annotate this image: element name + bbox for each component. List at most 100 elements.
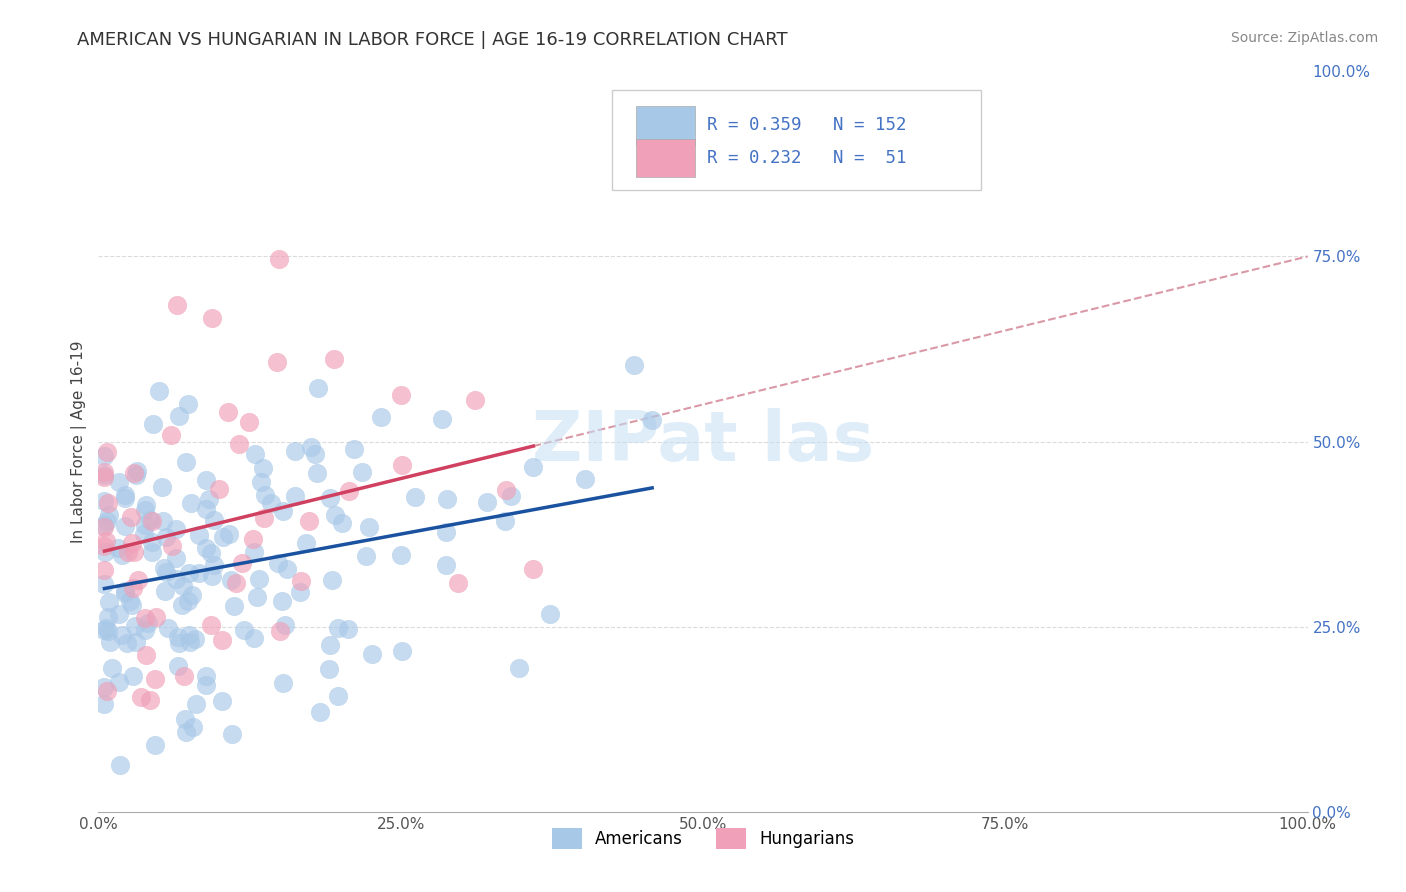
Point — [93, 449, 115, 463]
Point — [352, 465, 374, 479]
Point — [233, 624, 256, 638]
Point — [181, 588, 204, 602]
Point — [101, 660, 124, 674]
Point — [97, 610, 120, 624]
Point — [501, 489, 523, 503]
Point — [141, 535, 163, 549]
Point — [93, 624, 115, 638]
Point — [623, 359, 645, 373]
Point — [330, 516, 353, 530]
Point — [139, 693, 162, 707]
Point — [121, 536, 143, 550]
Point — [155, 530, 177, 544]
Point — [326, 689, 349, 703]
Point — [135, 648, 157, 663]
FancyBboxPatch shape — [613, 90, 981, 190]
Point — [184, 632, 207, 647]
Point — [169, 409, 191, 423]
Point — [436, 525, 458, 540]
Point — [200, 618, 222, 632]
Point — [201, 310, 224, 325]
Point — [337, 623, 360, 637]
Point — [494, 514, 516, 528]
Point — [108, 607, 131, 621]
Point — [132, 527, 155, 541]
Point — [308, 705, 330, 719]
Point — [121, 599, 143, 613]
Point — [295, 536, 318, 550]
Point — [129, 690, 152, 704]
Point — [247, 572, 270, 586]
Point — [290, 574, 312, 588]
Point — [153, 583, 176, 598]
Point — [134, 517, 156, 532]
Point — [152, 561, 174, 575]
Point — [200, 546, 222, 560]
Point — [122, 466, 145, 480]
Point — [322, 351, 344, 366]
Point — [122, 669, 145, 683]
Point — [641, 413, 664, 427]
Point — [93, 698, 115, 712]
Point — [436, 558, 458, 572]
Point — [359, 520, 381, 534]
Point — [267, 556, 290, 570]
Point — [288, 585, 311, 599]
Point — [522, 459, 544, 474]
Point — [108, 675, 131, 690]
Point — [117, 545, 139, 559]
Point — [188, 527, 211, 541]
Point — [260, 495, 283, 509]
Point — [167, 636, 190, 650]
Point — [179, 634, 201, 648]
Point — [93, 469, 115, 483]
Point — [93, 680, 115, 694]
Point — [224, 599, 246, 613]
Point — [304, 446, 326, 460]
Point — [114, 491, 136, 506]
Point — [323, 508, 346, 522]
Point — [114, 586, 136, 600]
Point — [354, 549, 377, 564]
Point — [283, 489, 305, 503]
Point — [508, 660, 530, 674]
Point — [464, 392, 486, 407]
Point — [218, 527, 240, 541]
Point — [93, 520, 115, 534]
Point — [195, 501, 218, 516]
Point — [250, 475, 273, 490]
Point — [96, 515, 118, 529]
Point — [270, 594, 292, 608]
Point — [148, 384, 170, 399]
Point — [108, 758, 131, 772]
Point — [269, 624, 291, 638]
Point — [173, 668, 195, 682]
Point — [142, 417, 165, 431]
Point — [221, 573, 243, 587]
Point — [155, 565, 177, 579]
Point — [538, 607, 561, 622]
Point — [94, 534, 117, 549]
Point — [160, 428, 183, 442]
Point — [120, 510, 142, 524]
Point — [495, 483, 517, 497]
Point — [173, 712, 195, 726]
Point — [165, 551, 187, 566]
Point — [108, 475, 131, 489]
Point — [134, 611, 156, 625]
Point — [96, 444, 118, 458]
Point — [98, 508, 121, 523]
Text: Source: ZipAtlas.com: Source: ZipAtlas.com — [1230, 31, 1378, 45]
Point — [337, 484, 360, 499]
Point — [200, 568, 222, 582]
Point — [93, 468, 115, 483]
Point — [389, 388, 412, 402]
Point — [326, 621, 349, 635]
Point — [436, 491, 458, 506]
Point — [475, 494, 498, 508]
Point — [318, 491, 340, 506]
Point — [135, 498, 157, 512]
Point — [122, 545, 145, 559]
Point — [136, 616, 159, 631]
Point — [243, 632, 266, 646]
